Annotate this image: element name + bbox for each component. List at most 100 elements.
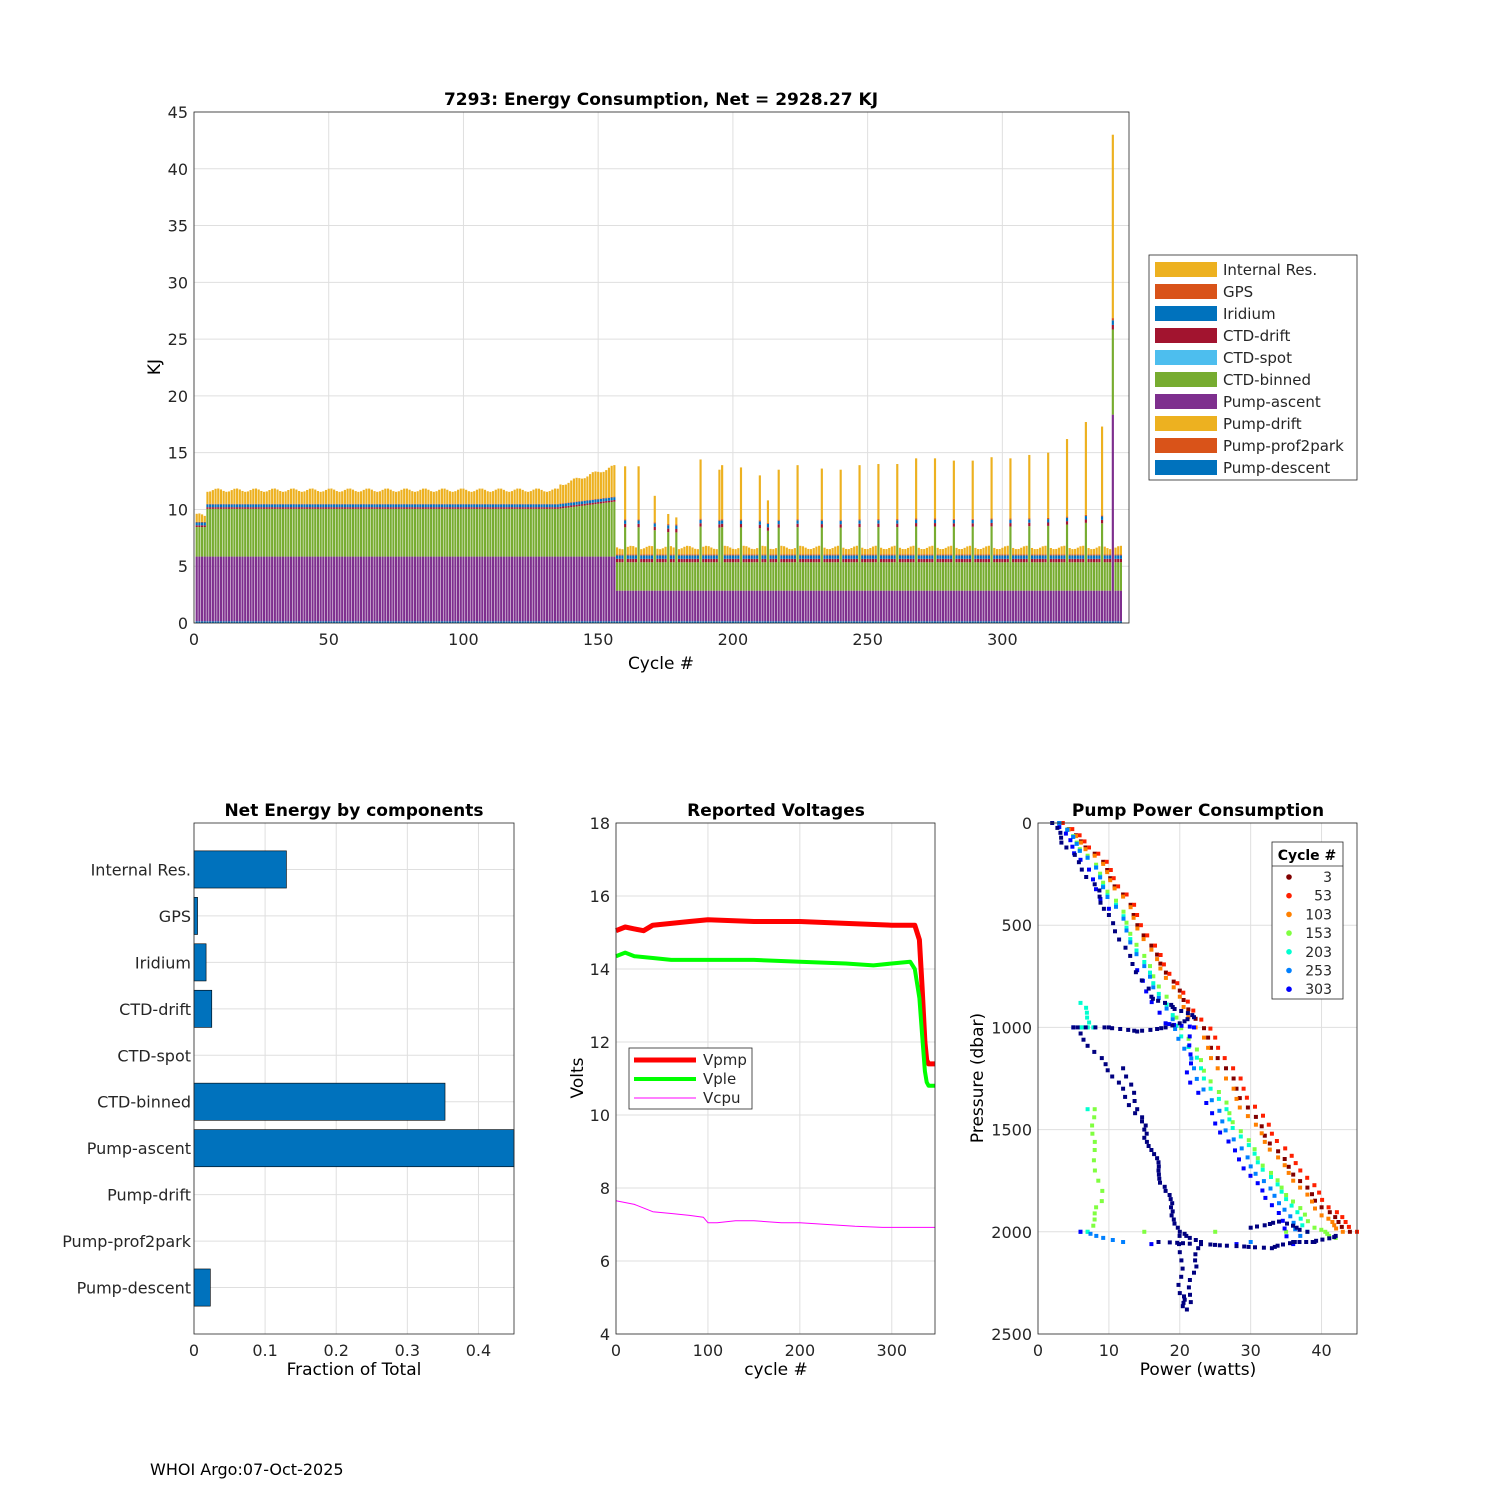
energy-bar-segment: [634, 555, 637, 559]
pump-power-point: [1093, 1025, 1098, 1030]
energy-bar-segment: [537, 508, 540, 557]
energy-bar-segment: [1109, 590, 1112, 622]
energy-bar-segment: [667, 621, 670, 623]
energy-bar-segment: [691, 555, 694, 559]
energy-bar-segment: [575, 504, 578, 507]
energy-bar-segment: [982, 562, 985, 591]
energy-bar-segment: [731, 590, 734, 622]
energy-bar-segment: [537, 503, 540, 505]
energy-bar-segment: [492, 508, 495, 557]
energy-bar-segment: [238, 503, 241, 505]
energy-bar-segment: [486, 507, 489, 509]
energy-bar-segment: [419, 507, 422, 509]
energy-bar-segment: [672, 558, 675, 563]
energy-bar-segment: [834, 590, 837, 622]
energy-bar-segment: [521, 489, 524, 504]
pump-power-point: [1124, 1074, 1129, 1079]
energy-bar-segment: [594, 499, 597, 503]
energy-bar-segment: [489, 556, 492, 622]
energy-bar-segment: [516, 488, 519, 504]
energy-bar-segment: [866, 621, 869, 623]
energy-bar-segment: [392, 508, 395, 557]
energy-bar-segment: [295, 489, 298, 504]
energy-bar-segment: [322, 621, 325, 623]
energy-bar-segment: [578, 556, 581, 622]
net-energy-bar: [193, 1129, 515, 1168]
energy-bar-segment: [772, 555, 775, 559]
energy-bar-segment: [977, 590, 980, 622]
energy-bar-segment: [1106, 562, 1109, 591]
pump-power-point: [1259, 1131, 1264, 1136]
energy-bar-segment: [923, 621, 926, 623]
pump-power-point: [1074, 841, 1079, 846]
voltages-y-tick-label: 10: [590, 1106, 610, 1125]
energy-bar-segment: [195, 556, 198, 622]
energy-bar-segment: [928, 558, 931, 563]
energy-bar-segment: [796, 621, 799, 623]
energy-bar-segment: [1079, 590, 1082, 622]
pump-power-point: [1196, 1090, 1201, 1095]
energy-bar-segment: [195, 527, 198, 557]
energy-bar-segment: [567, 621, 570, 623]
energy-bar-segment: [400, 503, 403, 505]
energy-bar-segment: [254, 503, 258, 505]
energy-bar-segment: [502, 508, 505, 557]
energy-bar-segment: [227, 507, 231, 509]
pump-power-point: [1218, 1130, 1223, 1135]
energy-bar-segment: [726, 558, 729, 563]
pump-power-point: [1208, 1079, 1213, 1084]
energy-bar-segment: [373, 503, 376, 505]
energy-bar-segment: [556, 556, 559, 622]
energy-bar-segment: [195, 513, 198, 522]
energy-bar-segment: [796, 527, 799, 591]
energy-bar-segment: [543, 504, 546, 508]
energy-bar-segment: [958, 562, 961, 591]
energy-bar-segment: [599, 556, 602, 622]
energy-bar-segment: [664, 554, 667, 556]
energy-bar-segment: [820, 527, 823, 591]
energy-bar-segment: [319, 508, 322, 557]
pump-power-point: [1082, 839, 1087, 844]
energy-bar-segment: [467, 491, 470, 504]
pump-power-point: [1172, 1221, 1177, 1226]
energy-bar-segment: [890, 558, 893, 563]
energy-bar-segment: [456, 489, 460, 504]
energy-bar-segment: [823, 547, 826, 555]
pump-power-point: [1186, 1036, 1191, 1041]
energy-bar-segment: [300, 508, 303, 557]
energy-bar-segment: [311, 621, 314, 623]
energy-bar-segment: [492, 507, 495, 509]
energy-bar-segment: [254, 621, 258, 623]
energy-bar-segment: [289, 507, 293, 509]
energy-bar-segment: [1065, 621, 1069, 623]
energy-bar-segment: [1001, 547, 1004, 555]
energy-bar-segment: [858, 465, 861, 520]
energy-bar-segment: [597, 498, 600, 500]
pump-power-point: [1284, 1229, 1289, 1234]
energy-bar-segment: [968, 621, 972, 623]
energy-bar-segment: [327, 504, 330, 508]
energy-bar-segment: [632, 546, 635, 555]
energy-bar-segment: [645, 590, 648, 622]
energy-bar-segment: [726, 621, 729, 623]
pump-power-point: [1058, 830, 1063, 835]
energy-bar-segment: [354, 556, 357, 622]
energy-bar-segment: [783, 590, 786, 622]
energy-bar-segment: [985, 554, 988, 556]
energy-x-tick-label: 100: [448, 630, 479, 649]
energy-bar-segment: [785, 554, 788, 556]
energy-bar-segment: [656, 558, 659, 563]
energy-bar-segment: [985, 562, 988, 591]
pump-power-point: [1241, 1086, 1246, 1091]
energy-bar-segment: [217, 503, 220, 505]
pump-power-point: [1291, 1199, 1295, 1204]
energy-bar-segment: [502, 507, 505, 509]
energy-bar-segment: [1036, 548, 1039, 555]
energy-bar-segment: [427, 621, 430, 623]
energy-bar-segment: [920, 555, 923, 559]
energy-bar-segment: [1082, 558, 1085, 563]
pump-power-point: [1092, 1168, 1097, 1173]
energy-bar-segment: [669, 546, 673, 555]
energy-bar-segment: [537, 621, 540, 623]
